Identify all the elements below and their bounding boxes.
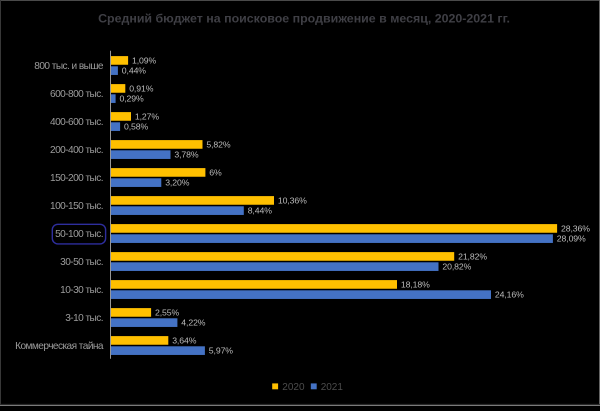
- svg-text:0,29%: 0,29%: [120, 94, 145, 104]
- svg-text:3,78%: 3,78%: [174, 150, 199, 160]
- svg-text:2021: 2021: [321, 382, 344, 393]
- svg-text:20,82%: 20,82%: [442, 262, 471, 272]
- svg-text:5,97%: 5,97%: [209, 346, 234, 356]
- svg-text:18,18%: 18,18%: [401, 279, 430, 289]
- svg-text:1,27%: 1,27%: [135, 111, 160, 121]
- svg-text:100-150 тыс.: 100-150 тыс.: [50, 201, 103, 212]
- svg-text:0,91%: 0,91%: [129, 83, 154, 93]
- svg-text:2,55%: 2,55%: [155, 307, 180, 317]
- svg-text:Средний бюджет на поисковое пр: Средний бюджет на поисковое продвижение …: [98, 12, 510, 26]
- svg-text:600-800 тыс.: 600-800 тыс.: [50, 89, 103, 100]
- svg-text:50-100 тыс.: 50-100 тыс.: [55, 229, 103, 240]
- svg-text:8,44%: 8,44%: [248, 206, 273, 216]
- svg-text:3-10 тыс.: 3-10 тыс.: [65, 313, 103, 324]
- svg-text:400-600 тыс.: 400-600 тыс.: [50, 117, 103, 128]
- svg-text:24,16%: 24,16%: [495, 290, 524, 300]
- svg-text:800 тыс. и выше: 800 тыс. и выше: [34, 61, 104, 72]
- svg-text:150-200 тыс.: 150-200 тыс.: [50, 173, 103, 184]
- svg-text:28,09%: 28,09%: [557, 234, 586, 244]
- svg-text:4,22%: 4,22%: [181, 318, 206, 328]
- svg-text:5,82%: 5,82%: [206, 139, 231, 149]
- svg-text:200-400 тыс.: 200-400 тыс.: [50, 145, 103, 156]
- svg-text:3,20%: 3,20%: [165, 178, 190, 188]
- svg-text:10-30 тыс.: 10-30 тыс.: [60, 285, 103, 296]
- svg-text:6%: 6%: [209, 167, 222, 177]
- svg-text:1,09%: 1,09%: [132, 55, 157, 65]
- svg-text:28,36%: 28,36%: [561, 223, 590, 233]
- svg-text:2020: 2020: [282, 382, 305, 393]
- svg-text:3,64%: 3,64%: [172, 335, 197, 345]
- svg-text:Коммерческая тайна: Коммерческая тайна: [15, 341, 104, 352]
- svg-text:0,58%: 0,58%: [124, 122, 149, 132]
- svg-text:21,82%: 21,82%: [458, 251, 487, 261]
- svg-text:30-50 тыс.: 30-50 тыс.: [60, 257, 103, 268]
- svg-text:10,36%: 10,36%: [278, 195, 307, 205]
- svg-text:0,44%: 0,44%: [122, 66, 147, 76]
